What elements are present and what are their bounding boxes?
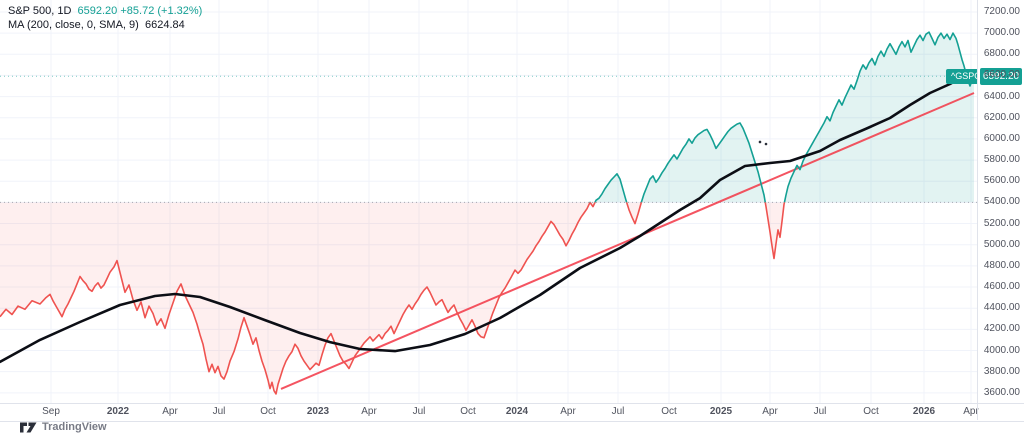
ma-value: 6624.84	[144, 19, 185, 31]
price-axis[interactable]: 6592.20 7200.00 7000.00 6800.00 6600.00 6400…	[977, 0, 1024, 403]
price-axis-label: 7200.00	[983, 5, 1020, 17]
ma-legend-row[interactable]: MA (200, close, 0, SMA, 9) 6624.84	[8, 18, 202, 32]
price-axis-label: 6200.00	[983, 111, 1020, 123]
time-axis-label: Oct	[661, 406, 677, 417]
price-axis-label: 4600.00	[983, 281, 1020, 293]
axis-corner-divider	[977, 403, 978, 420]
price-chart-canvas[interactable]	[0, 0, 977, 403]
symbol-legend-row[interactable]: S&P 500, 1D 6592.20 +85.72 (+1.32%)	[8, 4, 202, 18]
current-price-badge: 6592.20	[980, 67, 1022, 85]
price-axis-label: 5400.00	[983, 196, 1020, 208]
time-axis-label: 2026	[912, 406, 936, 417]
price-axis-label: 5200.00	[983, 217, 1020, 229]
price-axis-label: 5800.00	[983, 154, 1020, 166]
time-axis-label: 2025	[709, 406, 733, 417]
time-axis-label: Apr	[762, 406, 778, 417]
time-axis-label: Jul	[212, 406, 226, 417]
time-axis-label: Apr	[162, 406, 178, 417]
time-axis-label: Oct	[260, 406, 276, 417]
time-axis-label: Oct	[460, 406, 476, 417]
price-axis-label: 5600.00	[983, 175, 1020, 187]
symbol-flag-label: ^GSPC	[951, 71, 981, 82]
tradingview-brand-text[interactable]: TradingView	[42, 421, 107, 433]
price-axis-label: 3800.00	[983, 365, 1020, 377]
time-axis-label: Oct	[863, 406, 879, 417]
chart-legend: S&P 500, 1D 6592.20 +85.72 (+1.32%) MA (…	[8, 4, 202, 32]
price-axis-label: 7000.00	[983, 27, 1020, 39]
time-axis-label: Sep	[42, 406, 60, 417]
price-change: +85.72 (+1.32%)	[120, 5, 203, 17]
time-axis-label: 2022	[106, 406, 130, 417]
price-axis-label: 6800.00	[983, 48, 1020, 60]
time-axis[interactable]: Sep 2022 Apr Jul Oct 2023 Apr Jul Oct 2024 Apr Jul O…	[0, 403, 1024, 422]
time-axis-label: 2023	[306, 406, 330, 417]
time-axis-label: Jul	[412, 406, 426, 417]
time-axis-label: 2024	[505, 406, 529, 417]
time-axis-label: Apr	[560, 406, 576, 417]
chart-footer: TradingView	[20, 421, 107, 434]
price-axis-label: 4800.00	[983, 259, 1020, 271]
price-axis-label: 5000.00	[983, 238, 1020, 250]
ma-study-title: MA (200, close, 0, SMA, 9)	[8, 19, 139, 31]
time-axis-label: Jul	[813, 406, 827, 417]
price-axis-label: 4200.00	[983, 323, 1020, 335]
last-price: 6592.20	[77, 5, 118, 17]
symbol-title: S&P 500, 1D	[8, 5, 72, 17]
time-axis-label: Jul	[611, 406, 625, 417]
price-axis-label: 4400.00	[983, 302, 1020, 314]
time-axis-label: Apr	[361, 406, 377, 417]
price-axis-label: 4000.00	[983, 344, 1020, 356]
symbol-price-flag: ^GSPC	[946, 68, 986, 84]
tradingview-logo-icon[interactable]	[20, 421, 37, 434]
price-axis-label: 6600.00	[983, 69, 1020, 81]
price-axis-label: 3600.00	[983, 386, 1020, 398]
time-axis-label: Apr	[963, 406, 979, 417]
current-price-badge-value: 6592.20	[982, 70, 1020, 82]
price-axis-label: 6000.00	[983, 132, 1020, 144]
price-axis-label: 6400.00	[983, 90, 1020, 102]
